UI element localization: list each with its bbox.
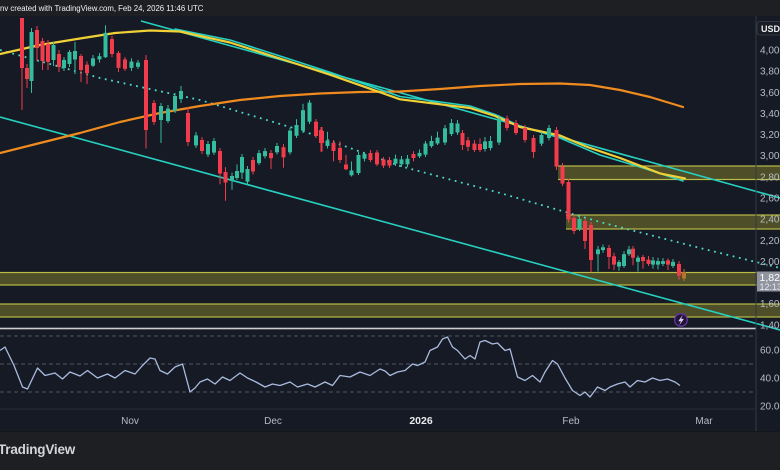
svg-text:Mar: Mar — [695, 416, 713, 427]
svg-text:40.00: 40.00 — [760, 374, 780, 385]
svg-text:TradingView: TradingView — [0, 442, 76, 457]
svg-text:3,000: 3,000 — [760, 151, 780, 162]
svg-text:Feb: Feb — [562, 416, 580, 427]
svg-text:60.00: 60.00 — [760, 346, 780, 357]
svg-text:1,821: 1,821 — [760, 272, 780, 284]
svg-text:3,200: 3,200 — [760, 130, 780, 141]
svg-text:2,400: 2,400 — [760, 215, 780, 226]
svg-text:12:13: 12:13 — [760, 282, 780, 292]
svg-text:Nov: Nov — [121, 416, 139, 427]
svg-text:1,600: 1,600 — [760, 299, 780, 310]
svg-text:USD: USD — [761, 24, 780, 34]
svg-text:Dec: Dec — [264, 416, 282, 427]
svg-text:3,800: 3,800 — [760, 67, 780, 78]
svg-text:1,400: 1,400 — [760, 320, 780, 331]
svg-text:3,400: 3,400 — [760, 109, 780, 120]
svg-text:nv created with TradingView.co: nv created with TradingView.com, Feb 24,… — [0, 4, 204, 13]
svg-text:2,000: 2,000 — [760, 257, 780, 268]
svg-text:2,200: 2,200 — [760, 236, 780, 247]
svg-text:20.00: 20.00 — [760, 402, 780, 413]
svg-text:3,600: 3,600 — [760, 88, 780, 99]
svg-text:2,800: 2,800 — [760, 172, 780, 183]
svg-text:4,000: 4,000 — [760, 46, 780, 57]
svg-text:2026: 2026 — [409, 415, 433, 427]
svg-text:2,600: 2,600 — [760, 194, 780, 205]
